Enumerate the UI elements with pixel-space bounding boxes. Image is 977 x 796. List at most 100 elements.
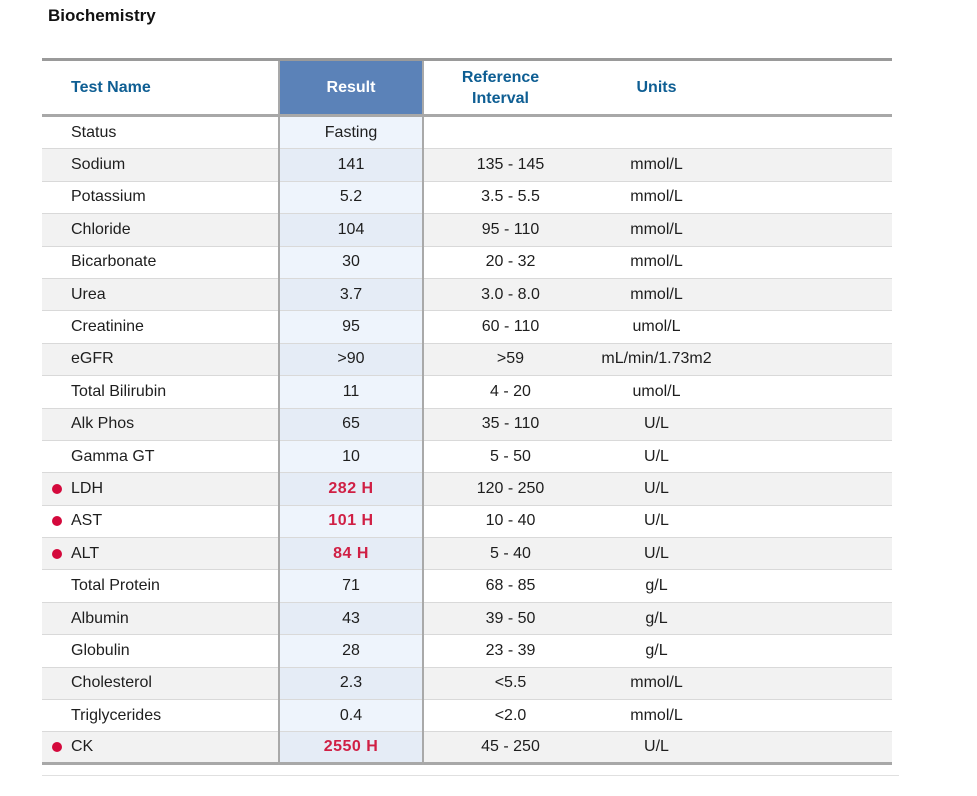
reference-interval-cell: 35 - 110 [481, 415, 540, 433]
table-row: Creatinine 95 60 - 110 umol/L [42, 311, 892, 344]
result-cell: 0.4 [280, 700, 422, 732]
table-row: Gamma GT 10 5 - 50 U/L [42, 440, 892, 474]
header-units: Units [636, 79, 677, 96]
reference-interval-cell: 60 - 110 [481, 318, 540, 336]
table-row: Albumin 43 39 - 50 g/L [42, 602, 892, 636]
units-cell: mmol/L [630, 156, 683, 174]
result-cell: Fasting [280, 117, 422, 149]
test-name-cell: Sodium [71, 156, 126, 174]
reference-interval-cell: 135 - 145 [476, 156, 545, 174]
units-cell: umol/L [632, 318, 681, 336]
result-cell: 28 [280, 635, 422, 667]
units-cell: U/L [644, 479, 669, 497]
units-cell: umol/L [632, 382, 681, 400]
abnormal-flag-icon [52, 548, 62, 559]
test-name-cell: Potassium [71, 188, 146, 206]
header-reference-label: Reference Interval [461, 68, 540, 107]
reference-interval-cell: 39 - 50 [485, 609, 536, 627]
reference-interval-cell: 23 - 39 [485, 641, 536, 659]
table-row: eGFR >90 >59 mL/min/1.73m2 [42, 343, 892, 377]
units-cell: mmol/L [630, 706, 683, 724]
result-cell: 2550 H [280, 732, 422, 762]
result-cell: 30 [280, 246, 422, 278]
test-name-cell: eGFR [71, 350, 114, 368]
test-name-cell: Total Protein [71, 577, 160, 595]
result-cell: 11 [280, 376, 422, 408]
table-row: Status Fasting [42, 117, 892, 150]
reference-interval-cell: 45 - 250 [481, 738, 540, 756]
result-cell: 65 [280, 408, 422, 440]
reference-interval-cell: <2.0 [494, 706, 527, 724]
reference-interval-cell: 5 - 50 [490, 447, 531, 465]
abnormal-flag-icon [52, 483, 62, 494]
reference-interval-cell: >59 [496, 350, 525, 368]
units-cell: U/L [644, 447, 669, 465]
column-divider [422, 117, 424, 765]
units-cell: U/L [644, 415, 669, 433]
column-divider [278, 61, 280, 114]
result-cell: 3.7 [280, 278, 422, 311]
test-name-cell: Globulin [71, 641, 130, 659]
reference-interval-cell: 120 - 250 [476, 479, 545, 497]
test-name-cell: AST [71, 512, 103, 530]
units-cell: mmol/L [630, 674, 683, 692]
header-reference-interval: Reference Interval [423, 61, 578, 114]
reference-interval-cell: 4 - 20 [490, 382, 531, 400]
reference-interval-cell: 3.5 - 5.5 [481, 188, 540, 206]
test-name-cell: Urea [71, 285, 106, 303]
result-cell: 104 [280, 214, 422, 246]
units-cell: U/L [644, 738, 669, 756]
units-cell: mmol/L [630, 285, 683, 303]
result-cell: 282 H [280, 473, 422, 505]
result-cell: 2.3 [280, 667, 422, 700]
result-cell: 71 [280, 570, 422, 602]
table-header: Test Name Result Reference Interval Unit… [42, 58, 892, 117]
test-name-cell: LDH [71, 479, 104, 497]
test-name-cell: Total Bilirubin [71, 382, 167, 400]
units-cell: g/L [645, 577, 668, 595]
table-body: Status Fasting Sodium 141 135 - 145 mmol/L Pot… [42, 117, 892, 765]
units-cell [578, 117, 735, 148]
result-cell: 101 H [280, 505, 422, 538]
reference-interval-cell: 20 - 32 [485, 253, 536, 271]
table-row: AST 101 H 10 - 40 U/L [42, 505, 892, 539]
reference-interval-cell: 3.0 - 8.0 [481, 285, 540, 303]
header-test-name: Test Name [71, 79, 151, 96]
section-title: Biochemistry [48, 6, 156, 25]
table-row: Total Protein 71 68 - 85 g/L [42, 570, 892, 603]
table-row: Cholesterol 2.3 <5.5 mmol/L [42, 667, 892, 701]
test-name-cell: ALT [71, 544, 100, 562]
biochemistry-table: Test Name Result Reference Interval Unit… [42, 58, 892, 765]
table-row: LDH 282 H 120 - 250 U/L [42, 473, 892, 506]
units-cell: U/L [644, 512, 669, 530]
abnormal-flag-icon [52, 516, 62, 527]
reference-interval-cell: 10 - 40 [485, 512, 536, 530]
table-row: Triglycerides 0.4 <2.0 mmol/L [42, 700, 892, 733]
test-name-cell: Bicarbonate [71, 253, 157, 271]
reference-interval-cell [423, 117, 578, 148]
test-name-cell: Triglycerides [71, 706, 162, 724]
reference-interval-cell: 68 - 85 [485, 577, 536, 595]
table-row: Chloride 104 95 - 110 mmol/L [42, 214, 892, 247]
table-row: ALT 84 H 5 - 40 U/L [42, 538, 892, 571]
units-cell: mmol/L [630, 188, 683, 206]
header-result: Result [280, 61, 422, 114]
test-name-cell: Status [71, 123, 117, 141]
units-cell: g/L [645, 609, 668, 627]
result-cell: 141 [280, 149, 422, 181]
result-cell: 84 H [280, 538, 422, 570]
units-cell: g/L [645, 641, 668, 659]
table-row: Globulin 28 23 - 39 g/L [42, 635, 892, 668]
result-cell: 43 [280, 602, 422, 635]
abnormal-flag-icon [52, 742, 62, 753]
test-name-cell: CK [71, 738, 94, 756]
test-name-cell: Albumin [71, 609, 129, 627]
result-cell: >90 [280, 343, 422, 376]
test-name-cell: Gamma GT [71, 447, 155, 465]
footer-divider [42, 775, 899, 776]
test-name-cell: Chloride [71, 220, 131, 238]
table-row: Total Bilirubin 11 4 - 20 umol/L [42, 376, 892, 409]
table-row: Sodium 141 135 - 145 mmol/L [42, 149, 892, 182]
table-row: CK 2550 H 45 - 250 U/L [42, 732, 892, 765]
table-row: Urea 3.7 3.0 - 8.0 mmol/L [42, 278, 892, 312]
